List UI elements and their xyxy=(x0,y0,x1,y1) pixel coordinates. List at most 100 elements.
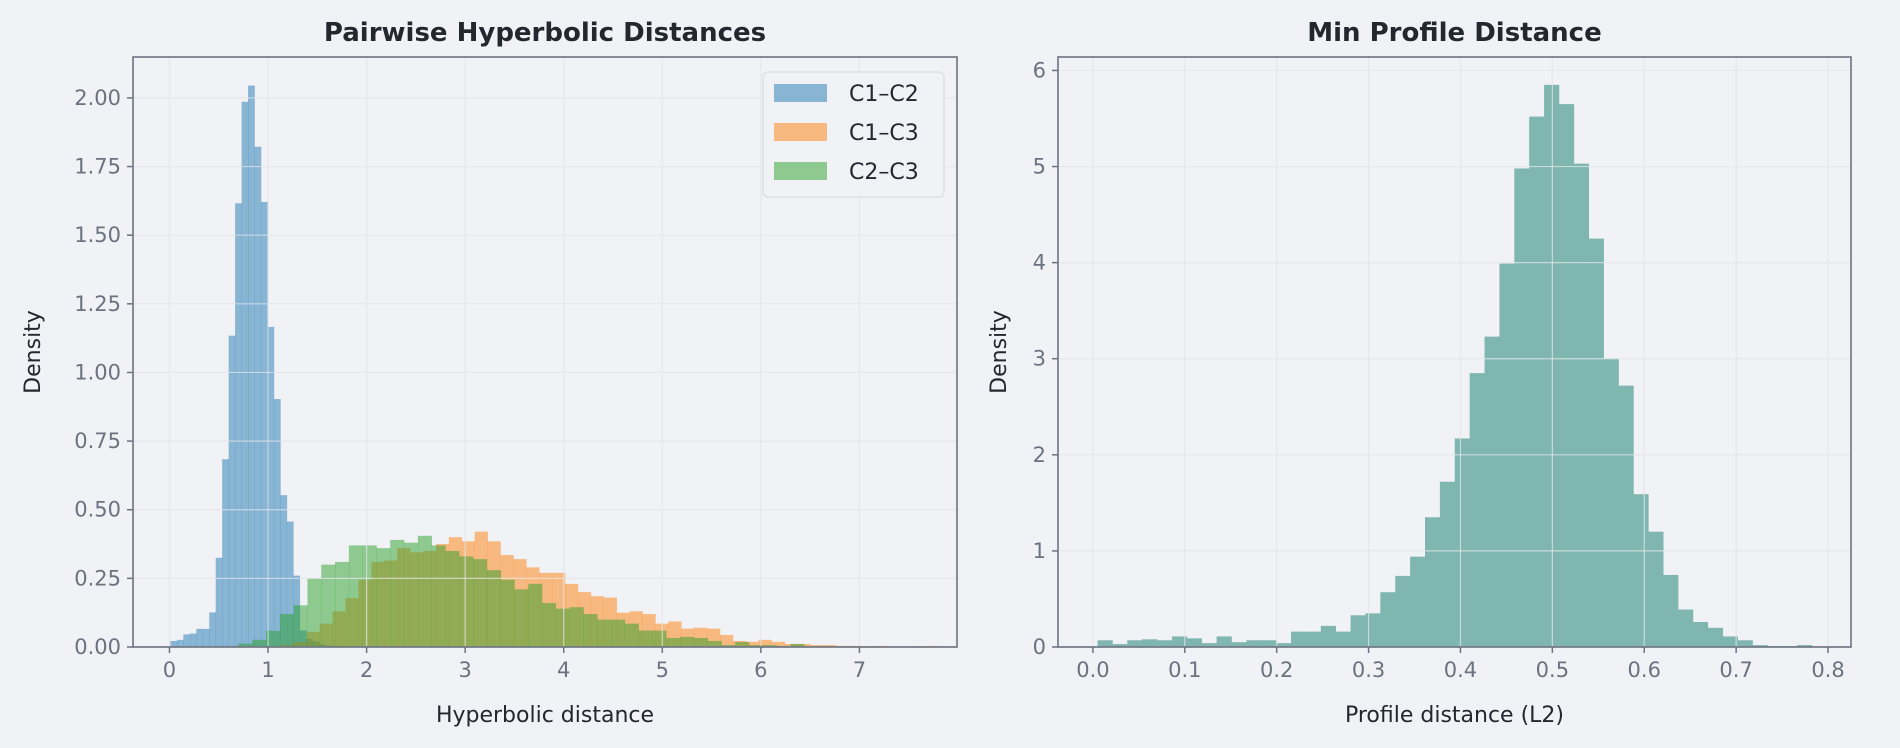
histogram-bar xyxy=(431,545,446,647)
histogram-bar xyxy=(1603,358,1619,647)
histogram-bar xyxy=(666,637,681,647)
y-tick-label: 1.25 xyxy=(74,292,121,316)
legend-swatch xyxy=(774,84,827,102)
histogram-bar xyxy=(514,589,529,647)
histogram-bar xyxy=(1544,84,1560,647)
x-tick-label: 0.6 xyxy=(1628,658,1661,682)
histogram-bar xyxy=(652,630,667,647)
histogram-bar xyxy=(404,542,419,647)
histogram-bar xyxy=(321,564,336,647)
y-tick-label: 2 xyxy=(1033,443,1046,467)
histogram-bar xyxy=(680,636,695,647)
histogram-bar xyxy=(638,630,653,647)
histogram-bar xyxy=(390,539,405,647)
y-tick-label: 0.00 xyxy=(74,635,121,659)
histogram-bar xyxy=(348,545,363,647)
legend-label: C2–C3 xyxy=(849,160,919,185)
x-tick-label: 0.3 xyxy=(1352,658,1385,682)
x-tick-label: 0.8 xyxy=(1811,658,1844,682)
histogram-bar xyxy=(1692,622,1709,647)
histogram-bar xyxy=(1127,640,1143,647)
histogram-bar xyxy=(252,639,267,647)
histogram-bar xyxy=(362,545,377,647)
histogram-bar xyxy=(273,399,281,647)
y-tick-label: 0.50 xyxy=(74,498,121,522)
histogram-bar xyxy=(1186,638,1203,647)
histogram-bar xyxy=(183,634,191,647)
histogram-bar xyxy=(735,642,750,647)
histogram-bar xyxy=(583,614,598,647)
x-tick-label: 5 xyxy=(656,658,669,682)
histogram-bar xyxy=(1261,640,1277,647)
histogram-bar xyxy=(417,535,432,647)
histogram-bar xyxy=(1335,631,1351,647)
histogram-bar xyxy=(1425,517,1441,647)
histogram-bar xyxy=(222,459,229,647)
y-tick-label: 1 xyxy=(1033,539,1046,563)
histogram-bar xyxy=(1618,385,1634,647)
histogram-bar xyxy=(235,203,242,647)
legend-swatch xyxy=(774,162,827,180)
histogram-bar xyxy=(1097,640,1113,647)
y-axis-label: Density xyxy=(21,310,46,394)
histogram-bar xyxy=(228,335,236,647)
histogram-bar xyxy=(1678,609,1694,647)
histogram-bar xyxy=(762,645,777,647)
histogram-bar xyxy=(745,641,759,647)
x-tick-label: 4 xyxy=(557,658,570,682)
y-tick-label: 1.00 xyxy=(74,360,121,384)
histogram-bar xyxy=(189,633,197,647)
histogram-bar xyxy=(1395,575,1411,647)
histogram-bar xyxy=(758,639,772,647)
histogram-bar xyxy=(202,628,210,647)
histogram-bar xyxy=(528,583,543,647)
histogram-bar xyxy=(1529,116,1545,648)
histogram-bar xyxy=(266,630,281,647)
histogram-bar xyxy=(473,559,488,647)
histogram-bar xyxy=(1231,642,1247,647)
histogram-bar xyxy=(196,628,204,647)
histogram-bar xyxy=(1469,373,1485,647)
histogram-bar xyxy=(1737,640,1753,647)
histogram-bar xyxy=(209,612,217,647)
histogram-bar xyxy=(719,634,734,647)
histogram-bar xyxy=(1514,168,1530,647)
x-tick-label: 0.0 xyxy=(1076,658,1109,682)
y-tick-label: 6 xyxy=(1033,58,1046,82)
y-tick-label: 0.25 xyxy=(74,566,121,590)
axes-frame xyxy=(1057,56,1852,648)
legend: C1–C2 C1–C3 C2–C3 xyxy=(762,71,945,198)
histogram-bar xyxy=(500,579,515,647)
x-tick-label: 7 xyxy=(853,658,866,682)
histogram-bar xyxy=(238,643,253,647)
x-tick-label: 1 xyxy=(261,658,274,682)
histogram-bar xyxy=(248,85,255,648)
histogram-bar xyxy=(280,495,288,647)
axes-frame xyxy=(132,56,958,648)
histogram-bar xyxy=(542,603,557,647)
histogram-bar xyxy=(267,326,275,647)
histogram-bar xyxy=(215,557,223,647)
x-tick-label: 0.5 xyxy=(1536,658,1569,682)
x-tick-label: 3 xyxy=(458,658,471,682)
chart-2: 0.0 0.1 0.2 0.3 0.4 0.5 0.6 0.7 0.8 0 1 2 3 4 5 6 Min Pr… xyxy=(987,18,1852,728)
histogram-bar xyxy=(1633,494,1649,647)
histogram-bar xyxy=(1201,643,1217,647)
histogram-bar xyxy=(286,521,294,647)
histogram-bar xyxy=(307,578,322,647)
histogram-bar xyxy=(1573,163,1590,647)
y-tick-label: 1.75 xyxy=(74,155,121,179)
histogram-bar xyxy=(176,639,184,647)
histogram-bar xyxy=(1707,627,1724,647)
histogram-bar xyxy=(810,645,824,647)
x-tick-label: 0.4 xyxy=(1444,658,1477,682)
x-tick-label: 6 xyxy=(754,658,767,682)
histogram-bar xyxy=(555,608,570,647)
histogram-bar xyxy=(1663,574,1679,647)
histogram-bar xyxy=(1142,639,1158,647)
histogram-bar xyxy=(376,548,391,647)
histogram-bar xyxy=(1722,636,1738,647)
x-tick-label: 0.7 xyxy=(1719,658,1752,682)
series-1 xyxy=(1097,84,1813,648)
histogram-bar xyxy=(170,640,178,647)
